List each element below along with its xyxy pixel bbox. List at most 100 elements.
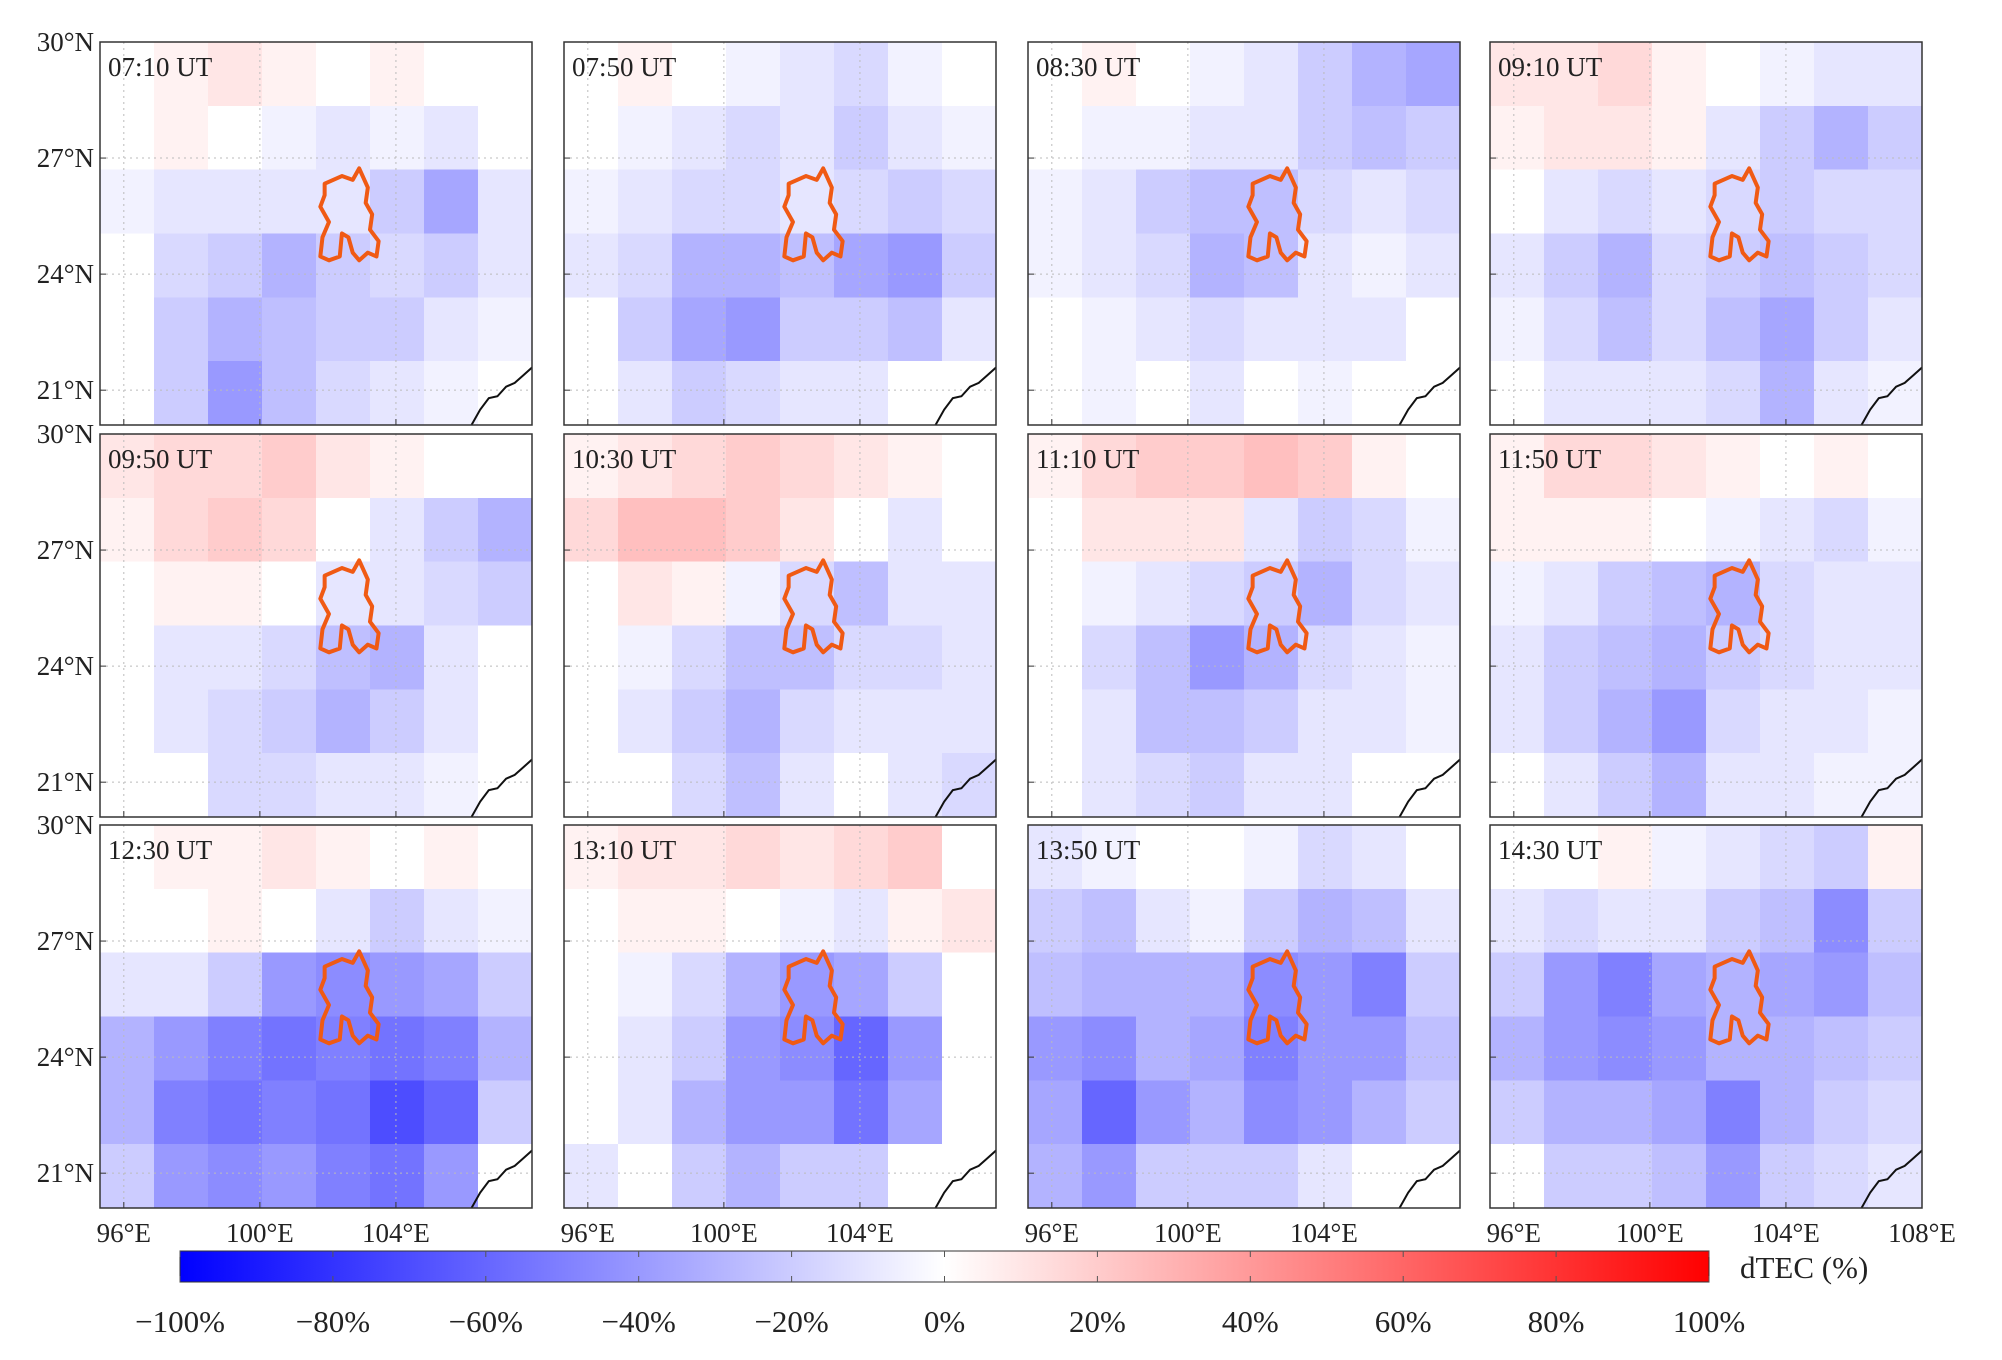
dtec-cell [262, 888, 316, 953]
dtec-cell [1760, 361, 1814, 425]
dtec-cell [1706, 497, 1760, 562]
y-tick-label: 21°N [37, 1158, 94, 1188]
province-outline [782, 558, 845, 655]
dtec-cell [1298, 1080, 1352, 1145]
y-tick-label: 27°N [37, 535, 94, 565]
dtec-cell [834, 105, 888, 170]
dtec-cell [1706, 42, 1760, 106]
dtec-cell [262, 105, 316, 170]
dtec-cell [154, 561, 208, 626]
dtec-cell [726, 689, 780, 754]
dtec-cell [1352, 952, 1406, 1017]
dtec-cell [1544, 1144, 1598, 1208]
x-tick-label: 100°E [226, 1218, 294, 1248]
dtec-cell [1082, 361, 1136, 425]
x-tick-label: 100°E [1154, 1218, 1222, 1248]
dtec-cell [1490, 888, 1544, 953]
dtec-cell [1598, 888, 1652, 953]
dtec-cell [1706, 297, 1760, 362]
dtec-cell [370, 297, 424, 362]
dtec-cell [100, 169, 154, 234]
dtec-cell [726, 434, 780, 498]
dtec-cell [478, 233, 532, 298]
dtec-cell [154, 105, 208, 170]
dtec-cell [888, 233, 942, 298]
dtec-cell [262, 825, 316, 889]
dtec-cell [618, 561, 672, 626]
dtec-cell [1136, 753, 1190, 817]
dtec-cell [1814, 1144, 1868, 1208]
dtec-cell [1082, 952, 1136, 1017]
dtec-cell [1544, 825, 1598, 889]
dtec-cell [672, 169, 726, 234]
y-tick-label: 30°N [37, 810, 94, 840]
panel-frame [563, 433, 997, 818]
dtec-cell [834, 1080, 888, 1145]
dtec-cell [370, 825, 424, 889]
dtec-cell [1406, 233, 1460, 298]
dtec-cell [942, 753, 996, 817]
dtec-cell [834, 361, 888, 425]
dtec-cell [1244, 1080, 1298, 1145]
dtec-cell [1244, 169, 1298, 234]
dtec-cell [1490, 952, 1544, 1017]
dtec-cell [726, 42, 780, 106]
colorbar-tick-label: 80% [1528, 1304, 1585, 1339]
dtec-cell [1028, 434, 1082, 498]
province-outline [1246, 949, 1309, 1046]
dtec-cell [1706, 689, 1760, 754]
dtec-cell [1544, 233, 1598, 298]
dtec-cell [564, 825, 618, 889]
dtec-cell [942, 625, 996, 690]
dtec-cell [262, 497, 316, 562]
dtec-cell [1706, 625, 1760, 690]
dtec-cell [1652, 1144, 1706, 1208]
dtec-cell [1652, 42, 1706, 106]
dtec-cell [370, 105, 424, 170]
dtec-cell [672, 1016, 726, 1081]
dtec-cell [1352, 825, 1406, 889]
panel-title: 07:10 UT [108, 52, 213, 82]
dtec-cell [208, 825, 262, 889]
dtec-cell [1490, 625, 1544, 690]
dtec-cell [1298, 825, 1352, 889]
colorbar-label: dTEC (%) [1740, 1250, 1868, 1285]
dtec-cell [1352, 1080, 1406, 1145]
dtec-cell [780, 297, 834, 362]
x-tick-label: 100°E [1616, 1218, 1684, 1248]
x-tick-label: 104°E [826, 1218, 894, 1248]
dtec-cell [1760, 753, 1814, 817]
dtec-cell [780, 1144, 834, 1208]
dtec-cell [262, 233, 316, 298]
dtec-cell [208, 1080, 262, 1145]
dtec-cell [672, 297, 726, 362]
dtec-cell [1490, 689, 1544, 754]
dtec-cell [1082, 825, 1136, 889]
dtec-cell [780, 952, 834, 1017]
x-tick-label: 96°E [1487, 1218, 1541, 1248]
x-tick-label: 104°E [362, 1218, 430, 1248]
dtec-cell [208, 888, 262, 953]
dtec-cell [1136, 825, 1190, 889]
dtec-cell [1244, 434, 1298, 498]
dtec-cell [316, 497, 370, 562]
map-panel [100, 434, 532, 817]
dtec-cell [564, 42, 618, 106]
dtec-cell [370, 497, 424, 562]
province-outline [782, 166, 845, 263]
dtec-cell [262, 169, 316, 234]
colorbar-tick-label: 0% [924, 1304, 965, 1339]
dtec-cell [154, 825, 208, 889]
dtec-cell [1706, 434, 1760, 498]
y-tick-label: 30°N [37, 419, 94, 449]
dtec-cell [888, 625, 942, 690]
dtec-cell [424, 297, 478, 362]
dtec-cell [1868, 625, 1922, 690]
dtec-cell [1490, 1080, 1544, 1145]
map-panel [1490, 42, 1922, 425]
dtec-cell [726, 625, 780, 690]
dtec-cell [370, 169, 424, 234]
dtec-cell [1028, 1080, 1082, 1145]
dtec-cell [154, 952, 208, 1017]
dtec-cell [780, 753, 834, 817]
